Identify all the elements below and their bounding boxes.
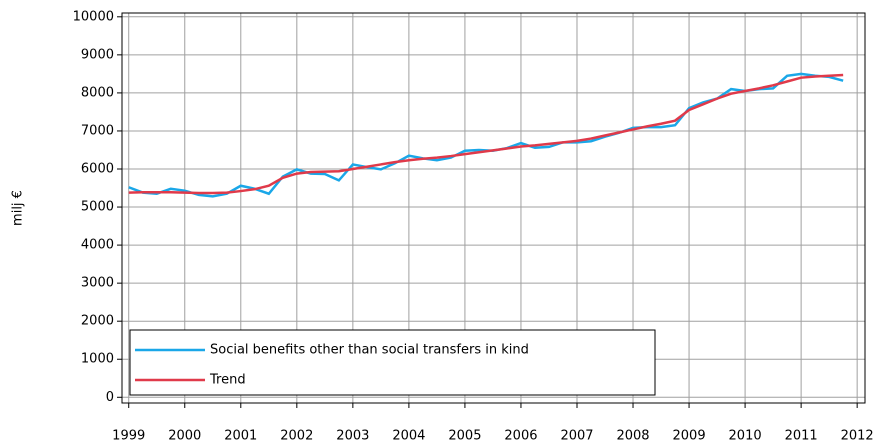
x-tick-label: 2005 [448,429,481,444]
y-tick-label: 1000 [81,352,114,367]
y-tick-label: 4000 [81,238,114,253]
y-tick-label: 8000 [81,85,114,100]
y-tick-label: 6000 [81,162,114,177]
data-line [128,73,844,195]
y-tick-label: 5000 [81,200,114,215]
x-tick-label: 1999 [112,429,145,444]
legend-label: Trend [209,373,246,388]
x-tick-label: 2009 [673,429,706,444]
x-tick-label: 2006 [504,429,537,444]
x-tick-label: 2011 [785,429,818,444]
plot-frame [121,12,866,404]
y-tick-label: 2000 [81,314,114,329]
y-axis-label: milj € [11,190,26,226]
x-tick-label: 2003 [336,429,369,444]
y-tick-label: 3000 [81,276,114,291]
x-tick-label: 2002 [280,429,313,444]
legend-box [129,329,656,396]
y-tick-label: 9000 [81,47,114,62]
y-tick-label: 0 [106,390,114,405]
x-tick-label: 2008 [616,429,649,444]
y-tick-label: 7000 [81,123,114,138]
x-tick-label: 2001 [224,429,257,444]
legend-label: Social benefits other than social transf… [210,343,529,358]
x-tick-label: 2007 [560,429,593,444]
y-tick-label: 10000 [73,9,114,24]
x-tick-label: 2012 [841,429,874,444]
x-tick-label: 2000 [168,429,201,444]
x-tick-label: 2010 [729,429,762,444]
x-tick-label: 2004 [392,429,425,444]
